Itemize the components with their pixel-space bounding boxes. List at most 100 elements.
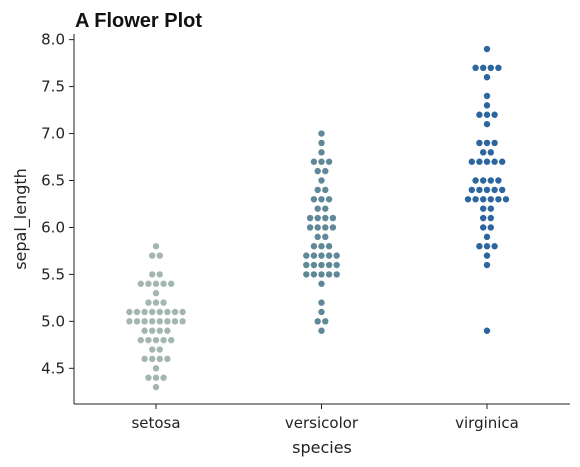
data-point-versicolor [314,167,321,175]
x-tick-label-versicolor: versicolor [285,414,359,432]
data-point-virginica [483,327,491,334]
data-point-versicolor [306,224,314,231]
data-point-versicolor [325,252,333,259]
data-point-setosa [126,318,133,325]
data-point-setosa [137,280,144,287]
data-point-versicolor [325,158,333,165]
data-point-versicolor [325,261,333,269]
data-point-versicolor [322,214,329,222]
data-point-setosa [168,336,175,344]
data-point-setosa [164,327,171,334]
data-point-virginica [483,243,491,250]
data-point-setosa [160,280,167,287]
data-point-setosa [145,280,152,287]
data-point-virginica [487,214,494,222]
data-point-virginica [483,92,491,100]
data-point-virginica [491,158,498,165]
data-point-versicolor [314,233,321,241]
data-point-setosa [160,374,167,381]
data-point-setosa [152,289,160,297]
data-point-versicolor [333,261,340,269]
data-point-versicolor [314,186,321,194]
data-point-versicolor [314,214,321,222]
data-point-versicolor [333,271,340,278]
data-point-virginica [472,196,479,203]
data-point-setosa [141,318,148,325]
x-tick-label-setosa: setosa [131,414,180,432]
data-point-setosa [137,336,144,344]
data-point-setosa [126,308,133,316]
data-point-virginica [487,64,494,72]
data-point-versicolor [310,271,318,278]
data-point-virginica [476,186,483,194]
data-point-virginica [480,214,487,222]
data-point-versicolor [325,243,333,250]
data-point-versicolor [318,280,325,287]
data-point-versicolor [329,224,337,231]
data-point-versicolor [322,318,329,325]
data-point-virginica [464,196,472,203]
data-point-versicolor [310,243,318,250]
data-point-setosa [152,299,160,306]
data-point-setosa [156,355,163,363]
data-point-versicolor [318,139,325,147]
data-point-versicolor [303,271,310,278]
data-point-setosa [160,299,167,306]
data-point-versicolor [318,158,325,165]
data-point-virginica [468,186,475,194]
data-point-versicolor [306,214,314,222]
data-point-virginica [480,205,487,212]
data-point-setosa [179,308,186,316]
data-point-versicolor [318,271,325,278]
data-point-virginica [502,196,510,203]
data-point-setosa [156,271,163,278]
data-point-setosa [149,271,156,278]
data-point-versicolor [329,214,337,222]
data-point-virginica [483,261,491,269]
data-point-virginica [483,120,491,128]
data-point-setosa [145,374,152,381]
data-point-versicolor [318,299,325,306]
data-point-versicolor [333,252,340,259]
data-point-versicolor [318,177,325,184]
data-point-versicolor [325,271,333,278]
data-point-virginica [487,205,494,212]
data-point-setosa [149,252,156,259]
data-point-virginica [472,177,479,184]
data-point-virginica [472,64,479,72]
data-point-virginica [483,233,491,241]
x-ticks: setosa versicolor virginica [131,404,519,432]
y-tick-label: 6.0 [41,218,65,236]
data-point-setosa [149,346,156,353]
data-point-setosa [149,308,156,316]
y-axis-label: sepal_length [11,168,31,270]
data-point-setosa [152,365,160,372]
data-point-virginica [491,111,498,118]
data-point-setosa [149,327,156,334]
y-tick-label: 4.5 [41,359,65,377]
data-point-versicolor [303,252,310,259]
data-point-setosa [133,318,141,325]
data-point-virginica [483,186,491,194]
data-point-virginica [483,252,491,259]
y-tick-label: 5.5 [41,265,65,283]
data-point-virginica [476,158,483,165]
data-point-virginica [491,139,498,147]
data-point-virginica [487,196,494,203]
data-point-virginica [476,139,483,147]
data-point-versicolor [310,252,318,259]
data-point-versicolor [314,224,321,231]
data-point-setosa [152,243,160,250]
data-point-virginica [483,102,491,109]
data-point-setosa [152,280,160,287]
data-point-virginica [483,73,491,81]
y-tick-label: 5.0 [41,312,65,330]
data-point-versicolor [318,130,325,137]
data-point-versicolor [318,196,325,203]
data-point-setosa [156,346,163,353]
data-point-setosa [160,336,167,344]
data-point-versicolor [314,318,321,325]
data-point-virginica [491,243,498,250]
data-point-setosa [141,355,148,363]
